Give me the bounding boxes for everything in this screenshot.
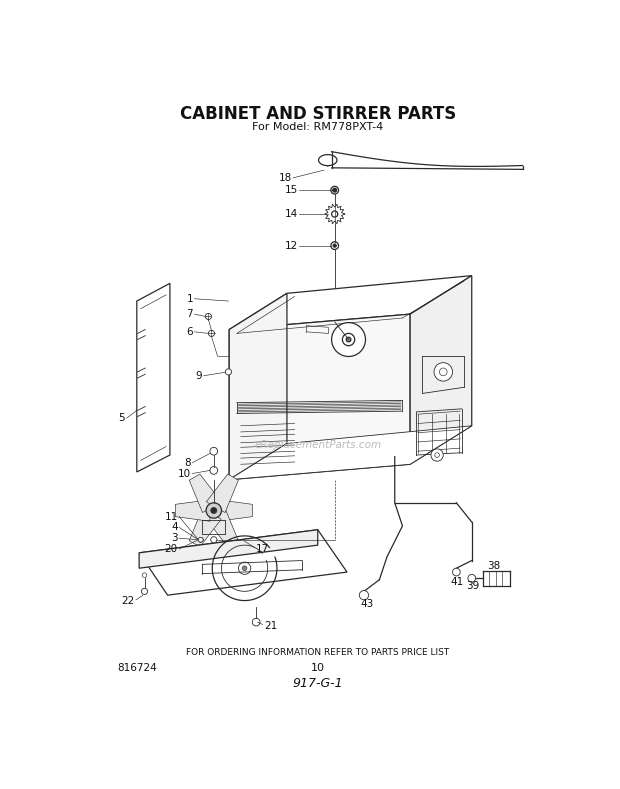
Circle shape [331,241,339,249]
Circle shape [210,466,218,474]
Circle shape [141,589,148,594]
Circle shape [211,537,217,543]
Text: 5: 5 [118,413,125,423]
Circle shape [198,537,203,542]
Polygon shape [189,508,221,547]
Circle shape [225,368,231,375]
Circle shape [142,573,147,578]
Text: 14: 14 [285,209,298,219]
Circle shape [198,537,203,542]
Polygon shape [229,275,472,330]
Polygon shape [229,294,287,480]
Circle shape [206,503,221,518]
Polygon shape [229,314,410,480]
Polygon shape [206,474,238,513]
Polygon shape [139,529,317,568]
Circle shape [252,619,260,626]
Text: 8: 8 [184,458,191,468]
Circle shape [332,211,338,217]
Text: 4: 4 [171,522,177,533]
Text: 15: 15 [285,185,298,195]
Text: CABINET AND STIRRER PARTS: CABINET AND STIRRER PARTS [180,105,456,123]
Circle shape [431,449,443,462]
Text: For Model: RM778PXT-4: For Model: RM778PXT-4 [252,122,383,132]
Text: 12: 12 [285,241,298,251]
Circle shape [239,562,250,574]
Text: 10: 10 [177,469,191,478]
Circle shape [342,334,355,346]
Text: 6: 6 [187,327,193,337]
Text: 21: 21 [264,621,277,631]
Circle shape [333,244,336,247]
Polygon shape [175,499,210,522]
Circle shape [434,363,453,381]
Text: 3: 3 [171,533,177,543]
Text: 1: 1 [187,294,193,304]
Polygon shape [410,275,472,464]
Text: eReplacementParts.com: eReplacementParts.com [254,440,381,450]
Polygon shape [218,499,252,522]
Circle shape [332,323,365,357]
Text: 17: 17 [256,544,270,554]
Circle shape [205,313,211,320]
Text: 20: 20 [164,544,177,554]
Polygon shape [229,426,472,480]
Text: 11: 11 [164,511,177,522]
Circle shape [468,574,476,582]
Polygon shape [189,474,221,513]
Text: 7: 7 [187,309,193,319]
Text: 10: 10 [311,664,325,673]
Circle shape [360,590,368,600]
Circle shape [211,507,217,514]
Text: 41: 41 [450,577,463,587]
Text: 816724: 816724 [118,664,157,673]
Text: 917-G-1: 917-G-1 [293,677,343,690]
Polygon shape [139,529,347,595]
Text: 22: 22 [122,596,135,606]
Circle shape [346,337,351,342]
Text: 18: 18 [278,173,291,183]
Circle shape [242,566,247,570]
Text: 38: 38 [487,561,500,571]
Text: FOR ORDERING INFORMATION REFER TO PARTS PRICE LIST: FOR ORDERING INFORMATION REFER TO PARTS … [186,648,450,656]
Circle shape [208,331,215,336]
Polygon shape [137,283,170,472]
Text: 9: 9 [196,371,202,381]
Circle shape [333,189,337,192]
Text: 43: 43 [360,600,373,609]
Polygon shape [206,508,238,547]
Circle shape [440,368,447,376]
Circle shape [198,537,203,542]
Circle shape [453,568,460,576]
Circle shape [198,537,203,542]
Text: 39: 39 [466,581,480,591]
Circle shape [331,186,339,194]
Circle shape [210,447,218,455]
